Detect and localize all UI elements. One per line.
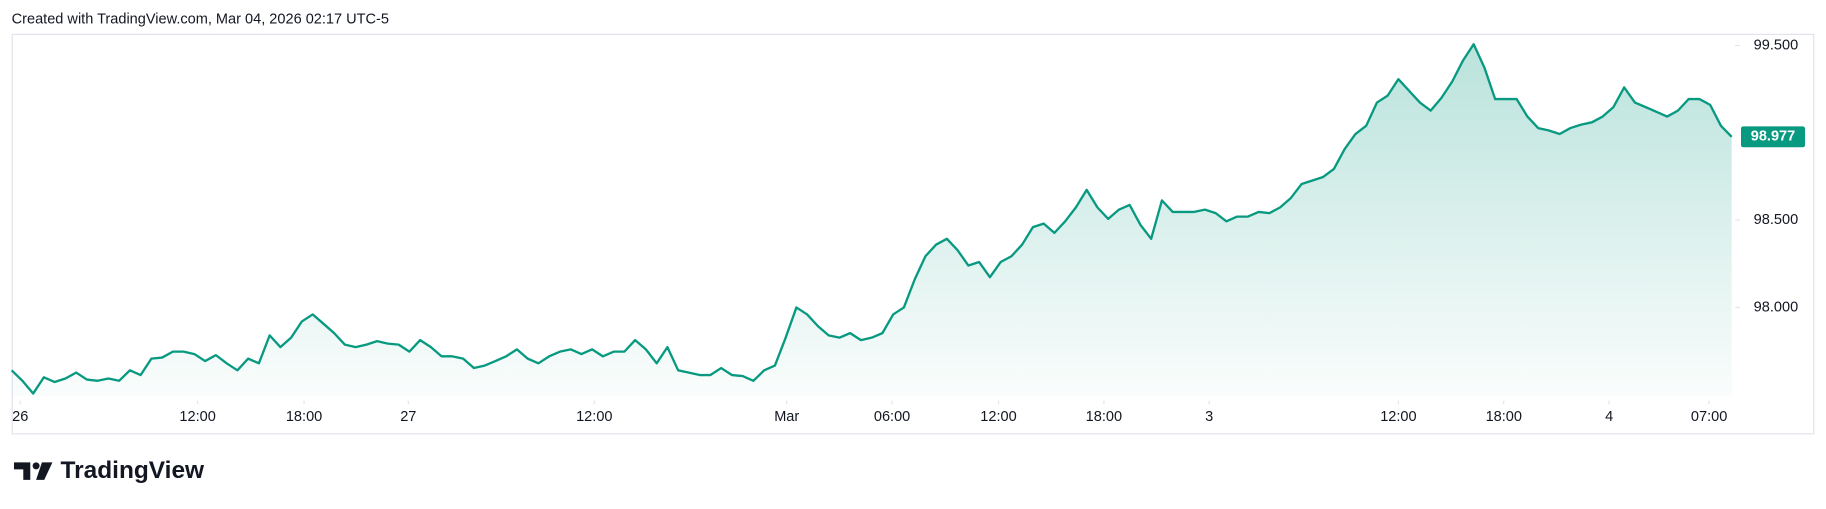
x-tick-label: 18:00 [286, 409, 322, 425]
logo-mark [32, 462, 40, 470]
x-tick-label: Mar [774, 409, 799, 425]
x-tick-label: 12:00 [179, 409, 215, 425]
x-tick-label: 3 [1205, 409, 1213, 425]
header-text: Created with TradingView.com, Mar 04, 20… [12, 12, 389, 28]
x-tick-label: 06:00 [874, 409, 910, 425]
brand-logo: TradingView [13, 457, 205, 484]
last-price-label: 98.977 [1740, 126, 1806, 148]
x-tick-label: 18:00 [1486, 409, 1522, 425]
logo-mark [36, 462, 53, 480]
y-tick-label: 98.000 [1754, 299, 1799, 315]
x-tick-label: 4 [1605, 409, 1613, 425]
x-tick-label: 07:00 [1691, 409, 1727, 425]
area-fill [11, 44, 1732, 396]
chart-frame [11, 33, 1815, 435]
plot-area: 98.000 98.500 99.500 26 12:00 18:00 27 12:00 Mar… [10, 37, 1806, 425]
y-tick-label: 98.500 [1754, 212, 1799, 228]
price-line [10, 43, 1733, 395]
logo-mark [13, 462, 31, 480]
x-tick-label: 26 [12, 409, 28, 425]
x-tick-label: 27 [400, 409, 416, 425]
y-tick-label: 99.500 [1754, 37, 1799, 53]
x-tick-label: 12:00 [980, 409, 1016, 425]
last-price-text: 98.977 [1751, 129, 1796, 145]
last-price-box [1740, 126, 1806, 148]
brand-name: TradingView [61, 457, 205, 484]
x-tick-label: 12:00 [1380, 409, 1416, 425]
x-tick-label: 18:00 [1086, 409, 1122, 425]
x-tick-label: 12:00 [576, 409, 612, 425]
